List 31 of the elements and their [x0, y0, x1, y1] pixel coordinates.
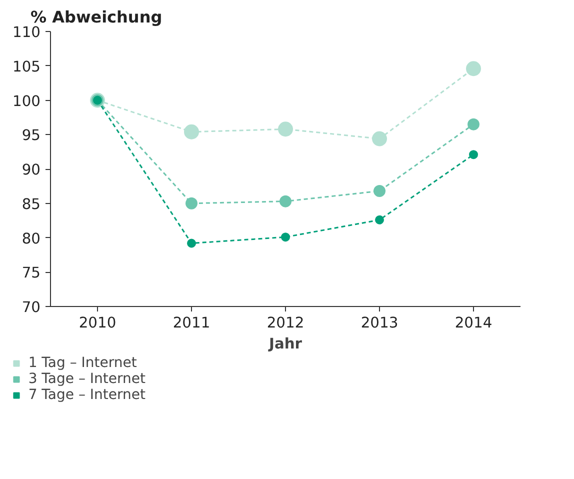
point: [372, 131, 387, 146]
x-tick-label: 2013: [360, 314, 398, 332]
point: [375, 215, 384, 224]
legend-label: 7 Tage – Internet: [28, 387, 146, 403]
point: [468, 118, 480, 130]
point: [187, 238, 196, 248]
point: [184, 124, 199, 140]
y-tick-label: 85: [22, 196, 41, 213]
x-tick-label: 2014: [454, 314, 492, 332]
y-tick-label: 80: [22, 230, 41, 248]
point: [469, 150, 478, 160]
y-tick-label: 110: [12, 24, 41, 41]
x-axis-title: Jahr: [268, 336, 303, 352]
point: [374, 185, 386, 197]
point: [280, 195, 292, 208]
y-axis-title: % Abweichung: [30, 8, 162, 26]
y-tick-label: 100: [12, 92, 41, 110]
x-tick-label: 2011: [172, 314, 210, 332]
x-tick-label: 2010: [78, 314, 116, 332]
y-tick-label: 90: [22, 162, 41, 178]
legend-label: 3 Tage – Internet: [28, 371, 146, 387]
point: [278, 122, 293, 137]
point: [281, 232, 290, 242]
y-tick-label: 75: [22, 264, 41, 282]
y-tick-label: 105: [12, 58, 41, 76]
point: [186, 197, 198, 210]
legend-label: 1 Tag – Internet: [28, 355, 137, 371]
point: [466, 61, 481, 76]
y-tick-label: 95: [22, 127, 41, 144]
x-tick-label: 2012: [266, 314, 304, 332]
y-tick-label: 70: [22, 299, 41, 316]
